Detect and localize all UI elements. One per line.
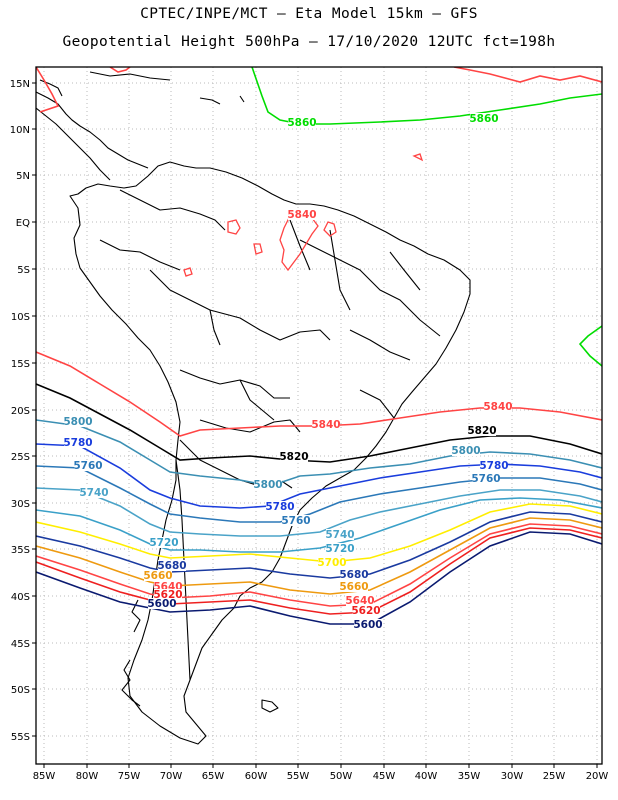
contour-label: 5840 bbox=[483, 401, 512, 413]
contour-5660 bbox=[36, 517, 602, 595]
contour-label: 5760 bbox=[471, 473, 500, 485]
contour-label: 5660 bbox=[339, 581, 368, 593]
contour-labels: 5860 5860 5840 5840 5840 5820 5820 5800 5800 5800… bbox=[63, 113, 513, 631]
contour-5740 bbox=[36, 487, 602, 537]
contour-label: 5660 bbox=[143, 570, 172, 582]
contour-label: 5760 bbox=[73, 460, 102, 472]
contour-label: 5600 bbox=[147, 598, 176, 610]
contour-label: 5800 bbox=[63, 416, 92, 428]
contour-label: 5780 bbox=[479, 460, 508, 472]
lat-label: 5S bbox=[17, 265, 30, 276]
contour-5840-closed bbox=[183, 267, 193, 277]
contour-label: 5860 bbox=[287, 117, 316, 129]
lon-label: 30W bbox=[501, 771, 524, 782]
contour-5840 bbox=[109, 67, 131, 73]
contour-5840-closed bbox=[323, 221, 337, 237]
lon-label: 80W bbox=[76, 771, 99, 782]
lat-label: 15N bbox=[10, 79, 30, 90]
south-america-coastline bbox=[69, 161, 471, 745]
contour-label: 5800 bbox=[451, 445, 480, 457]
lat-label: 35S bbox=[11, 545, 30, 556]
lon-label: 20W bbox=[586, 771, 609, 782]
lon-label: 60W bbox=[245, 771, 268, 782]
contour-label: 5820 bbox=[467, 425, 496, 437]
contour-5640 bbox=[36, 523, 602, 607]
contour-label: 5640 bbox=[345, 595, 374, 607]
contour-label: 5840 bbox=[287, 209, 316, 221]
country-borders bbox=[119, 189, 226, 231]
lat-label: 20S bbox=[11, 406, 30, 417]
lon-label: 70W bbox=[160, 771, 183, 782]
lon-label: 25W bbox=[543, 771, 566, 782]
contour-label: 5860 bbox=[469, 113, 498, 125]
lat-label: EQ bbox=[16, 218, 30, 229]
contour-label: 5760 bbox=[281, 515, 310, 527]
lon-label: 35W bbox=[458, 771, 481, 782]
contour-5600 bbox=[36, 531, 602, 625]
contour-5840-closed bbox=[253, 243, 263, 255]
lat-lon-grid bbox=[36, 67, 602, 764]
contour-label: 5820 bbox=[279, 451, 308, 463]
title-line-1: CPTEC/INPE/MCT – Eta Model 15km – GFS bbox=[140, 6, 478, 22]
lon-label: 65W bbox=[202, 771, 225, 782]
lat-label: 15S bbox=[11, 359, 30, 370]
lat-label: 50S bbox=[11, 685, 30, 696]
contour-5700 bbox=[36, 503, 602, 563]
title-line-2: Geopotential Height 500hPa – 17/10/2020 … bbox=[62, 34, 556, 50]
contour-label: 5680 bbox=[157, 560, 186, 572]
continent-outline bbox=[36, 71, 471, 745]
plot-frame bbox=[35, 66, 603, 765]
lat-label: 10S bbox=[11, 312, 30, 323]
lat-label: 45S bbox=[11, 639, 30, 650]
contour-5840 bbox=[453, 67, 602, 83]
lon-label: 85W bbox=[33, 771, 56, 782]
contour-5840 bbox=[36, 67, 60, 113]
latitude-labels: 15N 10N 5N EQ 5S 10S 15S 20S 25S 30S 35S 40S 45S 50S 5… bbox=[10, 79, 36, 743]
contour-label: 5680 bbox=[339, 569, 368, 581]
contour-label: 5740 bbox=[325, 529, 354, 541]
contour-label: 5780 bbox=[63, 437, 92, 449]
contour-label: 5700 bbox=[317, 557, 346, 569]
contour-5680 bbox=[36, 511, 602, 579]
lon-label: 45W bbox=[373, 771, 396, 782]
contour-label: 5720 bbox=[149, 537, 178, 549]
lat-label: 10N bbox=[10, 125, 30, 136]
contour-label: 5800 bbox=[253, 479, 282, 491]
lon-label: 75W bbox=[118, 771, 141, 782]
contour-5620 bbox=[36, 527, 602, 615]
contour-lines bbox=[36, 67, 602, 625]
contour-5840-closed bbox=[412, 153, 424, 162]
lat-label: 5N bbox=[16, 171, 30, 182]
contour-5800 bbox=[36, 419, 602, 487]
lat-label: 55S bbox=[11, 732, 30, 743]
contour-5720 bbox=[36, 497, 602, 553]
lon-label: 55W bbox=[287, 771, 310, 782]
contour-5840-closed bbox=[227, 219, 241, 235]
lon-label: 50W bbox=[330, 771, 353, 782]
lon-label: 40W bbox=[415, 771, 438, 782]
contour-5860 bbox=[578, 325, 602, 367]
lat-label: 25S bbox=[11, 452, 30, 463]
contour-label: 5600 bbox=[353, 619, 382, 631]
contour-label: 5720 bbox=[325, 543, 354, 555]
contour-label: 5840 bbox=[311, 419, 340, 431]
contour-label: 5620 bbox=[351, 605, 380, 617]
contour-label: 5740 bbox=[79, 487, 108, 499]
contour-5860 bbox=[251, 67, 602, 125]
longitude-labels: 85W 80W 75W 70W 65W 60W 55W 50W 45W 40W 35W 30W 25W 2… bbox=[33, 764, 609, 782]
central-america-coastline bbox=[36, 91, 149, 169]
lat-label: 30S bbox=[11, 499, 30, 510]
lat-label: 40S bbox=[11, 592, 30, 603]
contour-5780 bbox=[36, 443, 602, 509]
contour-label: 5780 bbox=[265, 501, 294, 513]
contour-5760 bbox=[36, 465, 602, 523]
